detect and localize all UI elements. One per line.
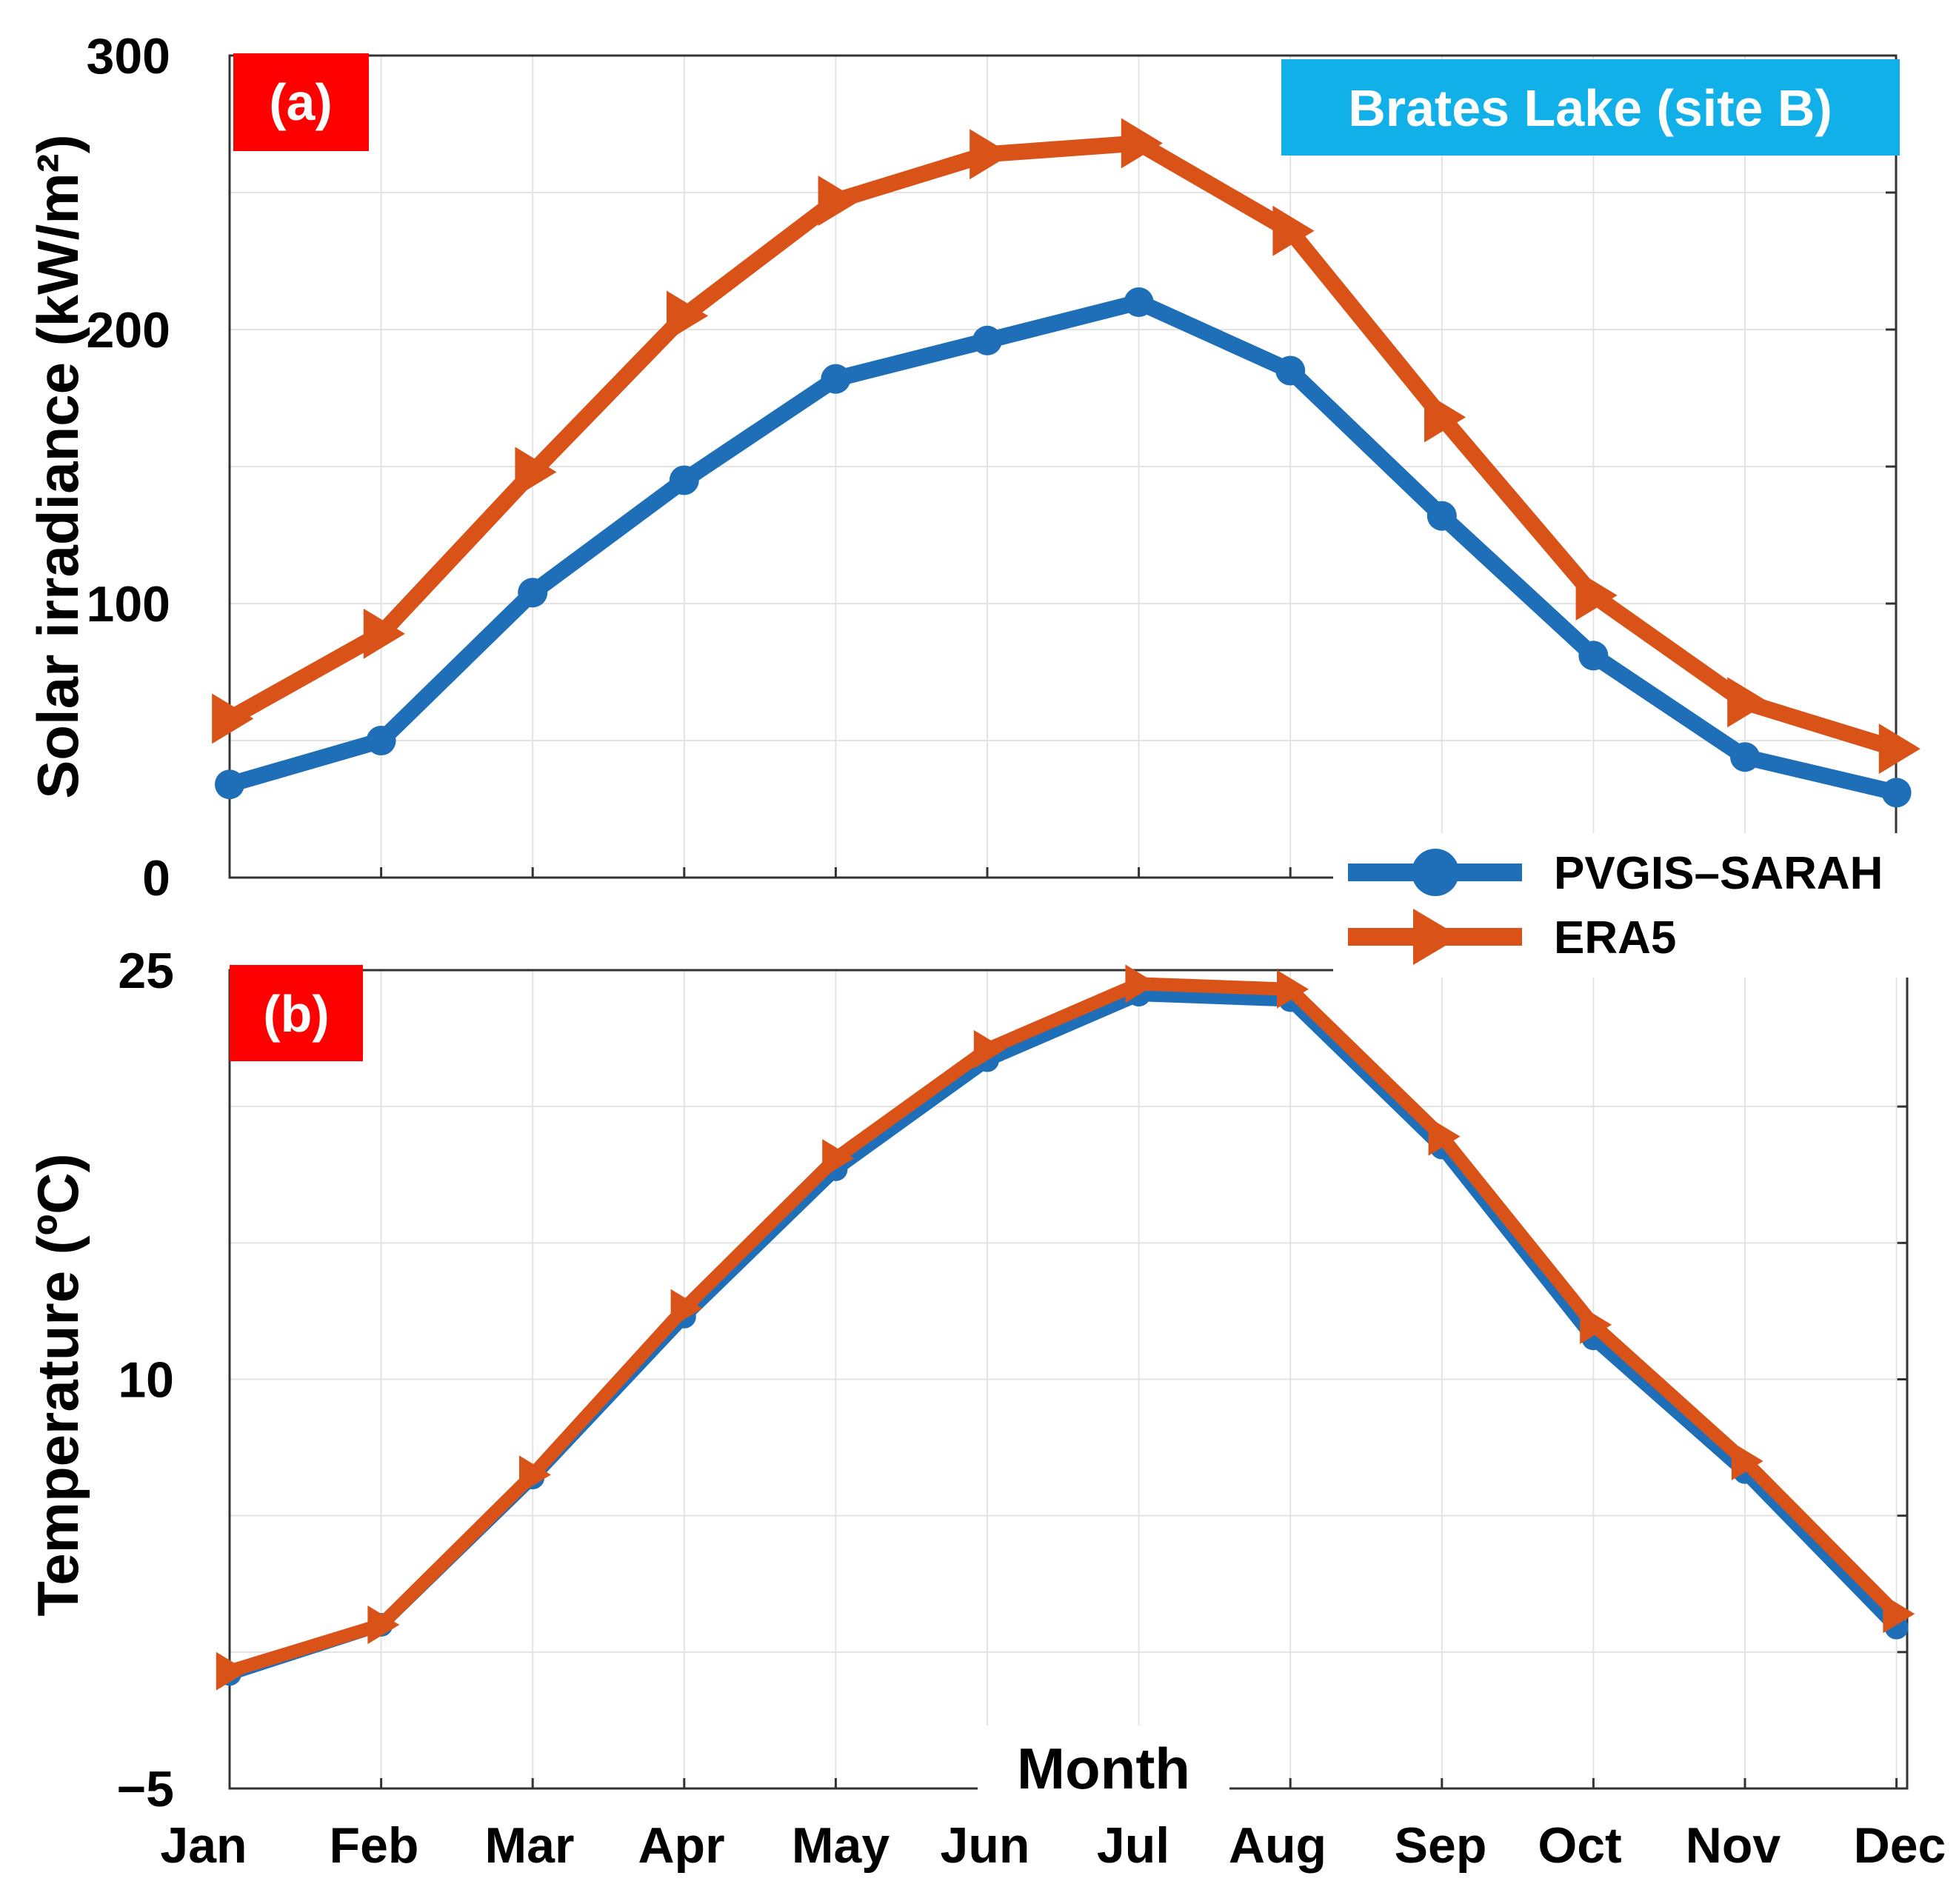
pvgis-point [972, 325, 1002, 355]
pvgis-point [1124, 287, 1154, 317]
y-tick-label: 25 [118, 943, 174, 999]
era5-point [367, 1606, 400, 1644]
y-tick-label: 100 [87, 576, 170, 632]
era5-point [1727, 677, 1769, 728]
era5-point [1883, 1594, 1915, 1634]
era5-point [216, 1651, 248, 1691]
y-tick-label: 10 [118, 1352, 174, 1409]
panel-b-series [216, 964, 1915, 1691]
era5-point [212, 693, 254, 744]
era5-point [667, 290, 709, 341]
panel-a-y-axis-title: Solar irradiance (kW/m²) [25, 134, 90, 798]
series-line-era5 [221, 135, 1905, 758]
panel-a-tag-background [233, 53, 369, 151]
era5-point [1272, 205, 1315, 256]
era5-point [818, 176, 860, 227]
era5-point [1125, 964, 1158, 1003]
pvgis-point [1730, 742, 1760, 772]
x-axis-title-background [978, 1726, 1229, 1807]
series-line-pvgis [221, 294, 1905, 801]
era5-point [1731, 1442, 1763, 1480]
x-tick-label: Jun [941, 1817, 1030, 1874]
y-tick-label: 0 [142, 850, 170, 906]
y-tick-label: 200 [87, 302, 170, 358]
site-label-background [1281, 59, 1900, 156]
y-tick-label: −5 [116, 1761, 174, 1817]
y-tick-label: 300 [87, 28, 170, 84]
x-tick-label: Feb [330, 1817, 419, 1874]
panel-a-frame [228, 54, 1898, 879]
pvgis-point [1578, 641, 1609, 671]
era5-point [1580, 1305, 1612, 1344]
era5-point [1428, 1117, 1461, 1156]
panel-b-y-axis-title: Temperature (ºC) [25, 1153, 90, 1616]
series-line-pvgis [223, 988, 1903, 1681]
x-tick-label: Mar [485, 1817, 575, 1874]
pvgis-point [1426, 501, 1457, 531]
era5-point [1121, 118, 1163, 169]
pvgis-point [518, 578, 548, 608]
era5-point [970, 129, 1012, 180]
x-tick-label: Sep [1395, 1817, 1487, 1874]
legend: PVGIS–SARAH ERA5 [1333, 833, 1952, 978]
pvgis-point [1881, 778, 1912, 808]
panel-a-gridlines [228, 56, 1898, 878]
legend-pvgis-label: PVGIS–SARAH [1554, 848, 1883, 899]
pvgis-point [1275, 355, 1306, 386]
era5-point [973, 1029, 1006, 1069]
pvgis-point [366, 726, 396, 755]
pvgis-point [821, 364, 851, 394]
era5-point [1878, 724, 1920, 775]
panel-b-tag: (b) [263, 985, 329, 1043]
x-tick-label: Jan [160, 1817, 247, 1874]
era5-point [670, 1289, 703, 1328]
panel-a-series [212, 118, 1920, 808]
panel-a-tag: (a) [269, 73, 333, 131]
era5-point [1575, 569, 1618, 621]
panel-b-temperature: −5 10 25 Temperature (ºC) (b) Month [25, 943, 1915, 1817]
legend-item-era5: ERA5 [1348, 909, 1676, 965]
x-tick-label: Nov [1686, 1817, 1781, 1874]
x-tick-label: Jul [1097, 1817, 1169, 1874]
legend-era5-marker [1413, 909, 1461, 965]
panel-b-gridlines [228, 970, 1907, 1788]
x-tick-label: Dec [1854, 1817, 1946, 1874]
era5-point [1424, 392, 1466, 443]
panel-b-tag-background [230, 965, 363, 1061]
panel-a-y-ticks: 0 100 200 300 [87, 28, 170, 906]
legend-era5-label: ERA5 [1554, 912, 1676, 963]
era5-point [519, 1455, 551, 1494]
pvgis-point [215, 769, 244, 800]
x-axis-tick-labels: Jan Feb Mar Apr May Jun Jul Aug Sep Oct Nov Dec [160, 1817, 1946, 1874]
x-tick-label: Aug [1229, 1817, 1326, 1874]
era5-point [1277, 969, 1309, 1009]
era5-point [822, 1139, 855, 1178]
legend-pvgis-marker [1412, 849, 1459, 896]
x-tick-label: Apr [638, 1817, 724, 1874]
site-label: Brates Lake (site B) [1348, 79, 1832, 137]
legend-item-pvgis: PVGIS–SARAH [1348, 848, 1883, 899]
era5-point [363, 608, 405, 659]
panel-b-y-ticks: −5 10 25 [116, 943, 174, 1817]
x-tick-label: May [792, 1817, 890, 1874]
x-axis-title: Month [1017, 1736, 1190, 1801]
era5-point [515, 447, 557, 498]
x-tick-label: Oct [1538, 1817, 1621, 1874]
series-line-era5 [223, 977, 1903, 1678]
pvgis-point [669, 465, 699, 495]
